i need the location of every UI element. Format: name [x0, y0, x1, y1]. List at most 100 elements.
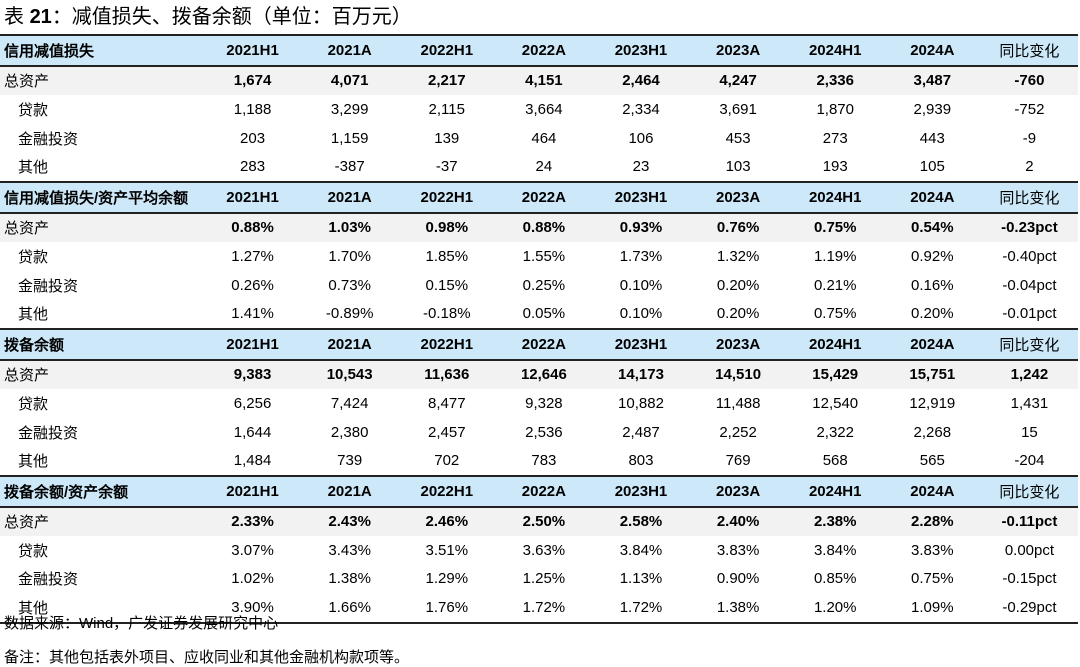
table-cell: 0.00pct [1004, 541, 1055, 559]
column-header: 2021A [301, 34, 399, 67]
column-header: 2022A [495, 180, 593, 214]
table-cell: 0.21% [813, 276, 857, 294]
column-header: 2024A [883, 180, 981, 214]
section-header: 拨备余额/资产余额 2021H1 2021A 2022H1 2022A 2023H1 202… [0, 474, 1078, 508]
table-cell: 3,691 [719, 100, 757, 118]
table-cell: 3.51% [425, 541, 469, 559]
section-header: 信用减值损失/资产平均余额 2021H1 2021A 2022H1 2022A 2023H… [0, 180, 1078, 214]
table-cell: 3.90% [204, 593, 302, 624]
section-header: 拨备余额 2021H1 2021A 2022H1 2022A 2023H1 2023A 202… [0, 327, 1078, 361]
table-cell: 0.25% [522, 276, 566, 294]
table-cell: 2.43% [301, 506, 399, 537]
table-cell: 6,256 [233, 394, 272, 412]
table-cell: 2.58% [592, 506, 690, 537]
row-label: 金融投资 [18, 424, 79, 442]
table-cell: 283 [240, 158, 266, 176]
column-header: 2023H1 [592, 34, 690, 67]
table-cell: 2,464 [592, 65, 690, 96]
table-cell: 1.85% [425, 247, 469, 265]
table-cell: -760 [980, 65, 1078, 96]
table-row: 贷款 6,256 7,424 8,477 9,328 10,882 11,488 12,540… [0, 389, 1078, 418]
table-cell: 2,336 [786, 65, 884, 96]
table-cell: 0.98% [398, 212, 496, 243]
table-cell: 0.88% [204, 212, 302, 243]
row-label: 总资产 [0, 65, 204, 96]
table-cell: 3,664 [525, 100, 563, 118]
table-cell: 1.66% [301, 593, 399, 624]
title-text: ：减值损失、拨备余额（单位：百万元） [51, 6, 412, 28]
column-header: 2023A [689, 180, 787, 214]
table-cell: 568 [822, 452, 848, 470]
table-cell: 12,919 [909, 394, 956, 412]
column-header: 2024A [883, 327, 981, 361]
column-header: 2024A [883, 34, 981, 67]
column-header: 同比变化 [980, 474, 1078, 508]
table-cell: 1.38% [328, 570, 371, 588]
table-cell: 103 [725, 158, 751, 176]
row-label: 贷款 [18, 542, 49, 560]
table-cell: 0.16% [911, 276, 954, 294]
table-title: 表 21：减值损失、拨备余额（单位：百万元） [4, 3, 412, 33]
column-header: 2024H1 [786, 34, 884, 67]
table-cell: 0.75% [911, 570, 954, 588]
table-cell: -0.23pct [980, 212, 1078, 243]
table-row: 贷款 1.27% 1.70% 1.85% 1.55% 1.73% 1.32% 1.19% 0.9… [0, 242, 1078, 271]
table-cell: 15 [1021, 423, 1038, 441]
table-cell: 1,870 [816, 100, 854, 118]
table-cell: 0.90% [716, 570, 760, 588]
table-cell: 3,299 [330, 100, 369, 118]
column-header: 2021H1 [204, 34, 302, 67]
table-cell: 1.29% [425, 570, 469, 588]
column-header: 2023A [689, 34, 787, 67]
footnote: 备注：其他包括表外项目、应收同业和其他金融机构款项等。 [4, 649, 410, 666]
table-row: 金融投资 1,644 2,380 2,457 2,536 2,487 2,252 2,322 2… [0, 418, 1078, 447]
table-cell: 1.09% [883, 593, 981, 624]
table-cell: 0.76% [689, 212, 787, 243]
table-cell: 2.50% [495, 506, 593, 537]
column-header: 2022A [495, 327, 593, 361]
table-cell: 3.43% [328, 541, 371, 559]
title-number: 21 [29, 6, 52, 28]
table-cell: 1.72% [592, 593, 690, 624]
table-cell: 3.84% [619, 541, 663, 559]
data-table: 信用减值损失 2021H1 2021A 2022H1 2022A 2023H1 2023A 2… [0, 34, 1078, 624]
table-cell: 1.38% [689, 593, 787, 624]
column-header: 2022H1 [398, 34, 496, 67]
table-cell: 0.26% [231, 276, 274, 294]
table-cell: 1.25% [522, 570, 566, 588]
table-cell: 453 [725, 129, 751, 147]
table-row: 其他 3.90% 1.66% 1.76% 1.72% 1.72% 1.38% 1.20% 1.0… [0, 593, 1078, 624]
table-row: 其他 283 -387 -37 24 23 103 193 105 2 [0, 152, 1078, 182]
table-cell: 4,247 [689, 65, 787, 96]
table-cell: 105 [919, 158, 945, 176]
section-title: 信用减值损失/资产平均余额 [0, 180, 204, 214]
table-cell: 1.02% [231, 570, 274, 588]
table-cell: 10,882 [618, 394, 664, 412]
column-header: 2021H1 [204, 327, 302, 361]
table-cell: 1.13% [619, 570, 663, 588]
table-cell: 0.54% [883, 212, 981, 243]
table-row: 其他 1.41% -0.89% -0.18% 0.05% 0.10% 0.20% 0.75% 0… [0, 299, 1078, 329]
table-cell: 1,674 [204, 65, 302, 96]
table-cell: -0.11pct [980, 506, 1078, 537]
table-cell: 769 [725, 452, 751, 470]
table-cell: 12,646 [495, 359, 593, 390]
row-label: 贷款 [18, 395, 49, 413]
table-cell: 0.85% [813, 570, 857, 588]
table-row: 其他 1,484 739 702 783 803 769 568 565 -204 [0, 446, 1078, 476]
table-cell: 3,487 [883, 65, 981, 96]
row-label: 总资产 [0, 359, 204, 390]
table-cell: 0.75% [813, 305, 857, 323]
table-cell: 1.76% [398, 593, 496, 624]
table-cell: 8,477 [428, 394, 466, 412]
column-header: 2024H1 [786, 327, 884, 361]
column-header: 2021H1 [204, 180, 302, 214]
table-cell: 2,380 [330, 423, 369, 441]
table-cell: 4,151 [495, 65, 593, 96]
column-header: 2024A [883, 474, 981, 508]
table-cell: 15,429 [786, 359, 884, 390]
table-cell: -37 [435, 158, 458, 176]
table-cell: -204 [1014, 452, 1045, 470]
row-label: 总资产 [0, 506, 204, 537]
table-cell: -9 [1022, 129, 1037, 147]
